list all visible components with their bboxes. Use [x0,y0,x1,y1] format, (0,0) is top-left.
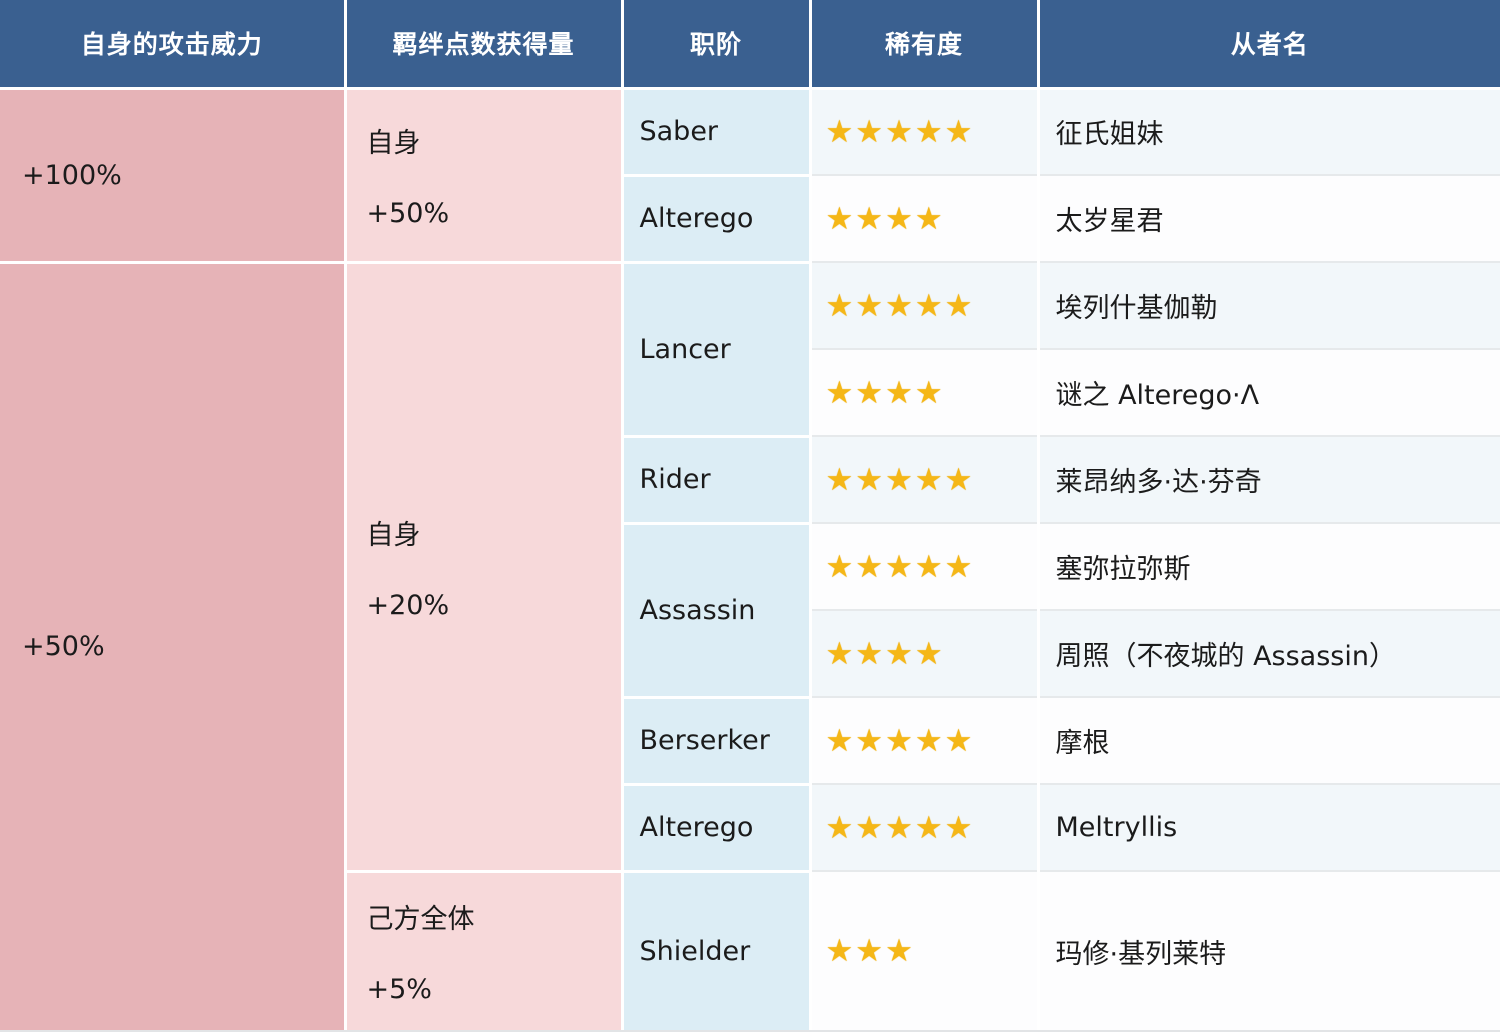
servant-name-cell: 埃列什基伽勒 [1036,261,1500,349]
rarity-cell: ★★★★★ [808,696,1040,784]
bond-amount-label: +5% [366,974,432,1006]
rarity-cell: ★★★★★ [808,783,1040,871]
bond-amount-label: +50% [366,198,450,229]
bond-gain-cell: 自身 +50% [343,86,624,264]
class-cell: Lancer [620,260,812,438]
table-row: ★★★★ 谜之 Alterego·Λ [0,348,1500,436]
class-cell: Berserker [620,695,812,786]
rarity-cell: ★★★★★ [808,522,1040,610]
star-rating: ★★★★ [825,374,945,411]
table-row: +100% 自身 +50% Saber ★★★★★ 征氏姐妹 [0,86,1500,264]
bond-target-label: 己方全体 [366,904,475,936]
servant-name-cell: 莱昂纳多·达·芬奇 [1036,435,1500,523]
star-rating: ★★★★★ [825,461,975,498]
bond-amount-label: +20% [366,589,450,621]
bond-gain-cell: 自身 +20% [343,260,624,873]
servant-name-cell: 征氏姐妹 [1036,87,1500,175]
bond-target-label: 自身 [366,128,421,159]
class-cell: Assassin [620,521,812,699]
servant-name-cell: 谜之 Alterego·Λ [1036,348,1500,436]
servant-name-cell: Meltryllis [1036,783,1500,871]
rarity-cell: ★★★★ [808,609,1040,697]
star-rating: ★★★ [825,933,915,969]
class-cell: Shielder [620,869,812,1032]
rarity-cell: ★★★★ [808,174,1040,262]
star-rating: ★★★★ [825,200,945,237]
header-attack-power: 自身的攻击威力 [0,0,347,90]
header-bond-gain: 羁绊点数获得量 [343,0,624,90]
class-cell: Saber [620,86,812,177]
table-row: ★★★★ 周照（不夜城的 Assassin） [0,609,1500,697]
rarity-cell: ★★★★★ [808,87,1040,175]
star-rating: ★★★★ [825,635,945,672]
table-row: Rider ★★★★★ 莱昂纳多·达·芬奇 [0,434,1500,525]
star-rating: ★★★★★ [825,113,975,150]
star-rating: ★★★★★ [825,548,975,585]
header-class: 职阶 [620,0,812,90]
header-row: 自身的攻击威力 羁绊点数获得量 职阶 稀有度 从者名 [0,0,1500,90]
servant-name-cell: 周照（不夜城的 Assassin） [1036,609,1500,697]
rarity-cell: ★★★★ [808,348,1040,436]
servant-name-cell: 玛修·基列莱特 [1036,870,1500,1030]
servant-name-cell: 摩根 [1036,696,1500,784]
table-row: +50% 自身 +20% Lancer ★★★★★ 埃列什基伽勒 [0,260,1500,1032]
header-rarity: 稀有度 [808,0,1040,90]
star-rating: ★★★★★ [825,722,975,759]
class-cell: Alterego [620,782,812,873]
servant-name-cell: 塞弥拉弥斯 [1036,522,1500,610]
bond-gain-cell: 己方全体 +5% [343,869,624,1032]
table-row: Alterego ★★★★ 太岁星君 [0,173,1500,264]
star-rating: ★★★★★ [825,809,975,846]
attack-power-cell: +100% [0,86,347,264]
table-row: Assassin ★★★★★ 塞弥拉弥斯 [0,521,1500,699]
rarity-cell: ★★★ [808,870,1040,1030]
class-cell: Rider [620,434,812,525]
table-row: 己方全体 +5% Shielder ★★★ 玛修·基列莱特 [0,869,1500,1032]
bond-target-label: 自身 [366,519,421,551]
attack-power-cell: +50% [0,260,347,1032]
rarity-cell: ★★★★★ [808,435,1040,523]
star-rating: ★★★★★ [825,287,975,324]
class-cell: Alterego [620,173,812,264]
table-row: Berserker ★★★★★ 摩根 [0,695,1500,786]
servant-name-cell: 太岁星君 [1036,174,1500,262]
rarity-cell: ★★★★★ [808,261,1040,349]
table-row: Alterego ★★★★★ Meltryllis [0,782,1500,873]
header-servant-name: 从者名 [1036,0,1500,90]
